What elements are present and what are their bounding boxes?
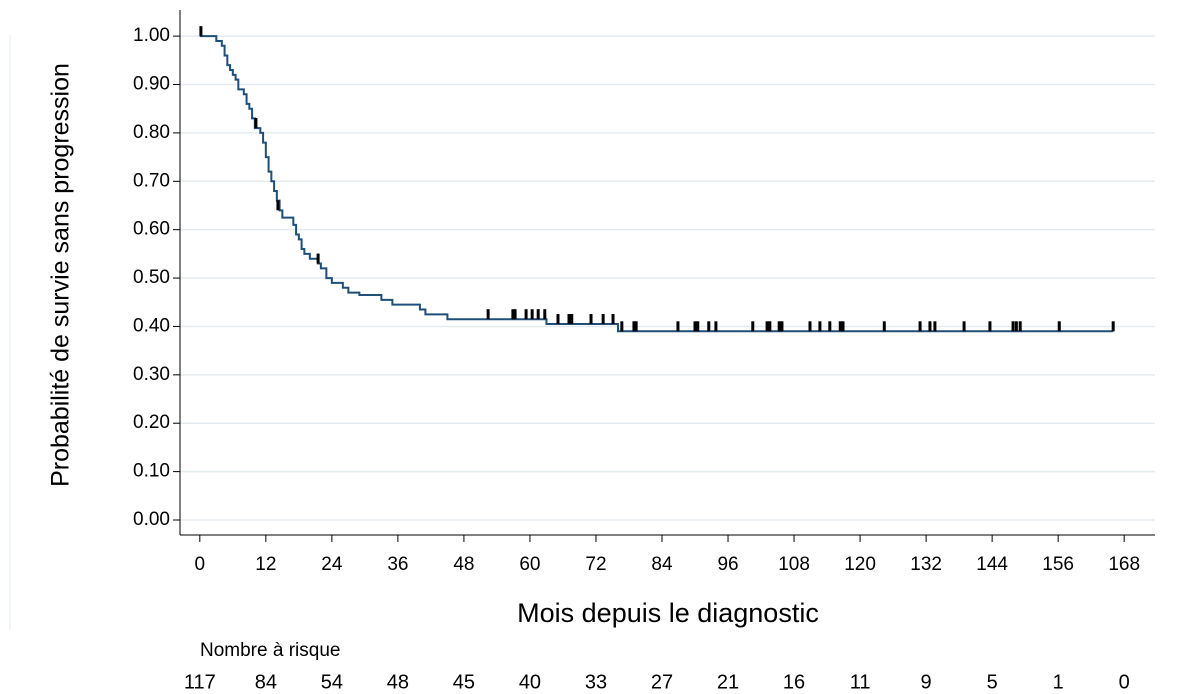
y-tick-label: 0.00 <box>133 509 170 530</box>
y-tick-label: 0.70 <box>133 170 170 191</box>
survival-curve <box>199 35 1114 333</box>
x-tick-label: 60 <box>519 554 540 575</box>
x-tick-label: 132 <box>910 554 942 575</box>
y-tick-label: 0.20 <box>133 412 170 433</box>
y-tick-label: 0.30 <box>133 364 170 385</box>
y-tick-label: 0.80 <box>133 122 170 143</box>
x-tick-label: 24 <box>321 554 343 575</box>
y-tick-label: 0.60 <box>133 219 170 240</box>
at-risk-count: 45 <box>453 671 475 693</box>
at-risk-count: 40 <box>519 671 541 693</box>
at-risk-count: 33 <box>585 671 607 693</box>
at-risk-count: 16 <box>783 671 805 693</box>
y-tick-label: 1.00 <box>133 25 170 46</box>
y-tick-label: 0.50 <box>133 267 170 288</box>
at-risk-count: 0 <box>1119 671 1130 693</box>
at-risk-count: 48 <box>387 671 409 693</box>
x-tick-label: 96 <box>717 554 738 575</box>
y-tick-label: 0.10 <box>133 461 170 482</box>
at-risk-count: 27 <box>651 671 673 693</box>
y-tick-label: 0.90 <box>133 74 170 95</box>
x-tick-label: 12 <box>255 554 276 575</box>
x-axis-label: Mois depuis le diagnostic <box>517 598 819 628</box>
x-tick-label: 144 <box>976 554 1008 575</box>
at-risk-count: 84 <box>255 671 277 693</box>
at-risk-count: 117 <box>184 671 216 693</box>
at-risk-title: Nombre à risque <box>200 640 340 661</box>
x-tick-label: 84 <box>651 554 673 575</box>
x-tick-label: 120 <box>844 554 876 575</box>
at-risk-count: 1 <box>1053 671 1064 693</box>
x-tick-label: 48 <box>453 554 474 575</box>
x-tick-label: 0 <box>195 554 206 575</box>
at-risk-count: 54 <box>321 671 343 693</box>
y-axis-label: Probabilité de survie sans progression <box>47 63 75 487</box>
at-risk-count: 11 <box>850 671 871 693</box>
at-risk-count: 5 <box>987 671 998 693</box>
x-tick-label: 108 <box>778 554 810 575</box>
y-tick-label: 0.40 <box>133 315 170 336</box>
at-risk-count: 9 <box>921 671 932 693</box>
x-tick-label: 72 <box>585 554 606 575</box>
x-tick-label: 156 <box>1042 554 1074 575</box>
x-tick-label: 36 <box>387 554 408 575</box>
at-risk-count: 21 <box>717 671 739 693</box>
x-tick-label: 168 <box>1108 554 1140 575</box>
